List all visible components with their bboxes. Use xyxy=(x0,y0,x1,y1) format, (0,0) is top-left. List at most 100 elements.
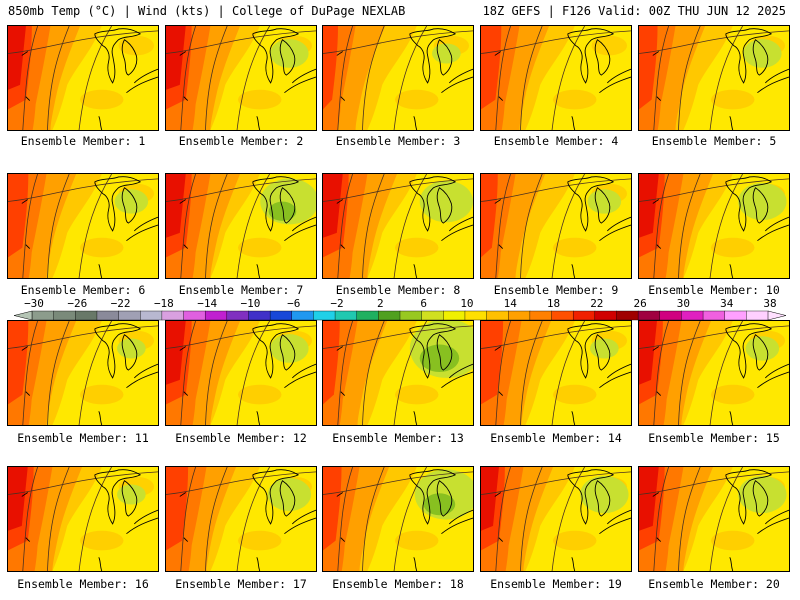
colorbar-tick-label: 34 xyxy=(720,297,734,310)
ensemble-panel xyxy=(7,25,159,131)
colorbar-tick-label: 38 xyxy=(763,297,776,310)
colorbar-tick-label: 22 xyxy=(590,297,603,310)
ensemble-panel xyxy=(480,466,632,572)
colorbar-segment xyxy=(334,310,358,321)
colorbar-segment xyxy=(291,310,314,321)
colorbar-segment xyxy=(681,310,704,321)
ensemble-member-label: Ensemble Member: 7 xyxy=(178,283,304,297)
colorbar-tick-label: −10 xyxy=(241,297,261,310)
ensemble-member-label: Ensemble Member: 19 xyxy=(490,577,622,591)
colorbar-segment xyxy=(31,310,55,321)
ensemble-panel xyxy=(7,466,159,572)
colorbar-segment xyxy=(75,310,98,321)
ensemble-member-label: Ensemble Member: 17 xyxy=(175,577,307,591)
colorbar-tick-label: 30 xyxy=(677,297,690,310)
colorbar-segment xyxy=(637,310,661,321)
temperature-map xyxy=(323,467,473,571)
colorbar: −30 −26 −22 −18 −14 −10 −6 −2 2 6 10 14 18 22 26 30 34 38… xyxy=(13,297,787,321)
colorbar-segment xyxy=(140,310,163,321)
colorbar-segment xyxy=(443,310,466,321)
ensemble-panel xyxy=(322,25,474,131)
colorbar-segment xyxy=(269,310,293,321)
colorbar-segment xyxy=(594,310,617,321)
colorbar-tick-label: −30 xyxy=(24,297,44,310)
colorbar-segment xyxy=(659,310,682,321)
temperature-map xyxy=(8,174,158,278)
temperature-map xyxy=(481,467,631,571)
ensemble-member-label: Ensemble Member: 11 xyxy=(17,431,149,445)
colorbar-segment xyxy=(551,310,574,321)
colorbar-segment xyxy=(53,310,76,321)
temperature-map xyxy=(323,321,473,425)
ensemble-panel xyxy=(322,466,474,572)
colorbar-segment xyxy=(508,310,531,321)
ensemble-member-label: Ensemble Member: 15 xyxy=(648,431,780,445)
colorbar-tick-label: −26 xyxy=(67,297,87,310)
temperature-map xyxy=(639,467,789,571)
temperature-map xyxy=(166,26,316,130)
colorbar-segment xyxy=(226,310,249,321)
colorbar-segment xyxy=(248,310,271,321)
temperature-map xyxy=(323,26,473,130)
header-title: 850mb Temp (°C) | Wind (kts) | College o… xyxy=(8,4,406,18)
ensemble-member-label: Ensemble Member: 20 xyxy=(648,577,780,591)
colorbar-segment xyxy=(399,310,423,321)
colorbar-tick-label: 6 xyxy=(420,297,427,310)
colorbar-segment xyxy=(464,310,488,321)
ensemble-panel xyxy=(480,25,632,131)
colorbar-segment xyxy=(204,310,228,321)
ensemble-panel xyxy=(165,25,317,131)
temperature-map xyxy=(481,174,631,278)
colorbar-segment xyxy=(118,310,141,321)
colorbar-tick-label: −6 xyxy=(287,297,300,310)
temperature-map xyxy=(8,321,158,425)
colorbar-segment xyxy=(746,310,769,321)
ensemble-panel xyxy=(322,320,474,426)
colorbar-segment xyxy=(96,310,120,321)
ensemble-panel xyxy=(165,320,317,426)
colorbar-tick-label: −14 xyxy=(197,297,217,310)
ensemble-panel xyxy=(638,466,790,572)
colorbar-tick-label: 2 xyxy=(377,297,384,310)
temperature-map xyxy=(639,26,789,130)
colorbar-tick-label: −2 xyxy=(330,297,343,310)
colorbar-segment xyxy=(616,310,639,321)
temperature-map xyxy=(8,26,158,130)
ensemble-panel xyxy=(7,320,159,426)
ensemble-panel xyxy=(638,320,790,426)
ensemble-panel xyxy=(322,173,474,279)
temperature-map xyxy=(639,174,789,278)
ensemble-member-label: Ensemble Member: 8 xyxy=(335,283,461,297)
ensemble-member-label: Ensemble Member: 3 xyxy=(335,134,461,148)
colorbar-tick-label: 18 xyxy=(547,297,560,310)
colorbar-segment xyxy=(161,310,185,321)
ensemble-member-label: Ensemble Member: 1 xyxy=(20,134,146,148)
ensemble-panel xyxy=(480,320,632,426)
ensemble-member-label: Ensemble Member: 6 xyxy=(20,283,146,297)
temperature-map xyxy=(639,321,789,425)
ensemble-member-label: Ensemble Member: 10 xyxy=(648,283,780,297)
colorbar-min-arrow xyxy=(13,310,33,321)
colorbar-segment xyxy=(313,310,336,321)
ensemble-member-label: Ensemble Member: 4 xyxy=(493,134,619,148)
header-run-info: 18Z GEFS | F126 Valid: 00Z THU JUN 12 20… xyxy=(482,4,786,18)
colorbar-segment xyxy=(529,310,553,321)
temperature-map xyxy=(481,26,631,130)
ensemble-member-label: Ensemble Member: 2 xyxy=(178,134,304,148)
ensemble-member-label: Ensemble Member: 5 xyxy=(651,134,777,148)
colorbar-segment xyxy=(724,310,747,321)
colorbar-tick-label: −18 xyxy=(154,297,174,310)
colorbar-tick-label: 14 xyxy=(504,297,518,310)
ensemble-panel xyxy=(165,466,317,572)
ensemble-panel xyxy=(480,173,632,279)
temperature-map xyxy=(323,174,473,278)
temperature-map xyxy=(166,321,316,425)
ensemble-panel xyxy=(165,173,317,279)
ensemble-member-label: Ensemble Member: 18 xyxy=(332,577,464,591)
ensemble-member-label: Ensemble Member: 13 xyxy=(332,431,464,445)
colorbar-segment xyxy=(702,310,726,321)
colorbar-segment xyxy=(572,310,596,321)
colorbar-segment xyxy=(486,310,509,321)
ensemble-panel xyxy=(638,173,790,279)
temperature-map xyxy=(481,321,631,425)
